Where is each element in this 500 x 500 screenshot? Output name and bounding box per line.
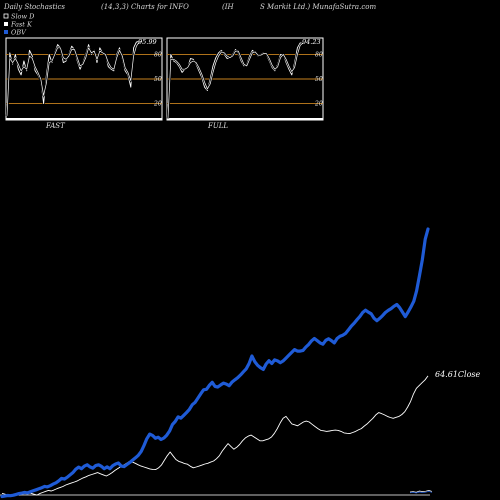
legend-item-slow-d: Slow D <box>3 13 35 21</box>
fast-level-label-50: 50 <box>154 76 162 83</box>
obv-line <box>0 227 430 499</box>
fast-series-slow-d <box>6 40 143 116</box>
fast-level-label-20: 20 <box>153 101 162 108</box>
full-zero-baseline <box>167 118 323 120</box>
legend: Slow D Fast K OBV <box>3 13 35 37</box>
fast-last-value: 95.99 <box>138 38 157 46</box>
fast-zero-baseline <box>6 118 162 120</box>
fast-panel-label: FAST <box>45 122 66 130</box>
stub-line-obv <box>409 491 433 494</box>
full-last-value: 94.23 <box>302 38 321 46</box>
legend-item-obv: OBV <box>4 29 27 37</box>
full-level-label-50: 50 <box>315 76 323 83</box>
stub-lines <box>409 490 433 494</box>
fast-stochastic-panel: 80 50 20 95.99 FAST <box>5 37 163 130</box>
header-symbol-b: S Markit Ltd.) MunafaSutra.com <box>260 3 376 11</box>
legend-label-obv: OBV <box>11 29 27 37</box>
full-series-lines <box>166 41 323 120</box>
fast-level-labels: 80 50 20 <box>153 51 162 107</box>
legend-label-fast-k: Fast K <box>10 21 33 29</box>
full-stochastic-panel: 80 50 20 94.23 FULL <box>166 37 324 130</box>
stub-line-price <box>409 490 433 493</box>
full-series-slow-d <box>167 42 304 119</box>
close-price-label: 64.61Close <box>435 370 481 379</box>
legend-swatch-obv <box>4 30 8 34</box>
legend-label-slow-d: Slow D <box>11 13 35 21</box>
full-level-label-20: 20 <box>314 101 323 108</box>
legend-swatch-slow-d <box>3 13 9 19</box>
fast-series-lines <box>5 40 162 120</box>
header-subtitle: (14,3,3) Charts for INFO <box>101 3 189 11</box>
legend-item-fast-k: Fast K <box>4 21 33 29</box>
price-line <box>1 375 429 496</box>
legend-swatch-fast-k <box>4 22 8 26</box>
header-title: Daily Stochastics <box>3 3 65 11</box>
full-level-label-80: 80 <box>315 51 323 58</box>
full-series-fast-k <box>167 42 303 119</box>
obv-price-lines <box>0 227 430 499</box>
full-level-labels: 80 50 20 <box>314 51 323 107</box>
fast-level-label-80: 80 <box>154 51 162 58</box>
full-panel-label: FULL <box>207 122 228 130</box>
obv-price-panel: 64.61Close <box>0 227 481 499</box>
header-symbol-a: (IH <box>222 3 234 11</box>
